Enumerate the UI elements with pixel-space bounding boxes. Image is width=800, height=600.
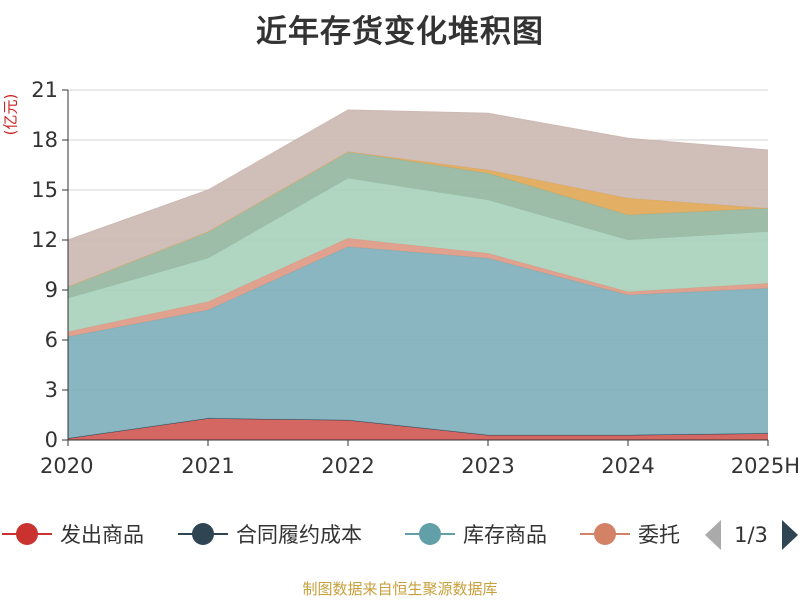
x-tick-label: 2023 (461, 454, 514, 478)
legend-next-icon[interactable] (782, 520, 798, 550)
legend-item[interactable]: 合同履约成本 (178, 523, 362, 547)
y-tick-label: 15 (31, 178, 58, 202)
legend: 发出商品 合同履约成本 库存商品 委托 1/3 (2, 520, 798, 550)
legend-marker (594, 523, 616, 545)
area-半成品 (68, 110, 768, 287)
legend-label: 合同履约成本 (236, 523, 362, 547)
y-tick-label: 21 (31, 78, 58, 102)
y-tick-label: 9 (45, 278, 58, 302)
legend-item[interactable]: 发出商品 (2, 523, 144, 547)
axes: 0 3 6 9 12 15 18 21 2020 2021 2022 2023 2024 2025H (31, 78, 800, 478)
legend-marker (419, 523, 441, 545)
x-tick-label: 2022 (321, 454, 374, 478)
y-tick-label: 0 (45, 428, 58, 452)
source-note: 制图数据来自恒生聚源数据库 (302, 580, 498, 598)
x-tick-label: 2021 (181, 454, 234, 478)
y-tick-label: 18 (31, 128, 58, 152)
y-tick-label: 6 (45, 328, 58, 352)
area-在产品 (68, 151, 768, 299)
legend-page-indicator: 1/3 (734, 523, 768, 547)
legend-item[interactable]: 库存商品 (405, 523, 547, 547)
y-tick-label: 3 (45, 378, 58, 402)
line-半成品 (67, 109, 769, 241)
y-tick-label: 12 (31, 228, 58, 252)
x-tick-label: 2024 (601, 454, 654, 478)
legend-marker (16, 523, 38, 545)
x-tick-label: 2025H (731, 454, 800, 478)
legend-label: 委托 (638, 523, 680, 547)
legend-item[interactable]: 委托 (580, 523, 680, 547)
legend-label: 发出商品 (60, 523, 144, 547)
area-series (67, 109, 769, 440)
legend-label: 库存商品 (463, 523, 547, 547)
area-原材料 (68, 178, 768, 332)
area-发出商品 (68, 418, 768, 440)
legend-prev-icon[interactable] (705, 520, 721, 550)
chart-title: 近年存货变化堆积图 (256, 14, 544, 50)
x-tick-label: 2020 (40, 454, 93, 478)
legend-marker (192, 523, 214, 545)
